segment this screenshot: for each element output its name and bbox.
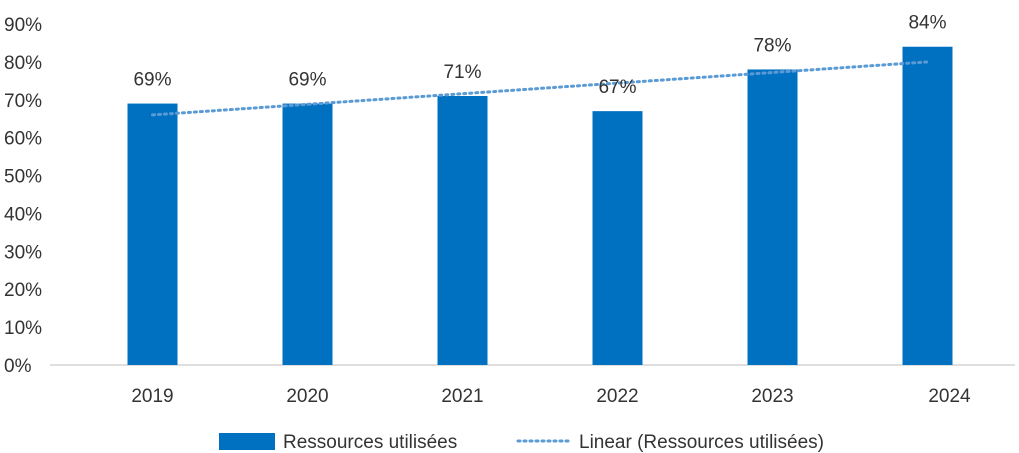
- x-tick-label: 2020: [286, 386, 328, 407]
- y-tick-label: 10%: [4, 318, 42, 339]
- y-tick-label: 0%: [4, 356, 32, 377]
- x-tick-label: 2023: [751, 386, 793, 407]
- data-label: 78%: [753, 35, 791, 56]
- y-tick-label: 40%: [4, 204, 42, 225]
- bar: [437, 95, 488, 365]
- x-tick-label: 2024: [928, 386, 971, 407]
- bar: [127, 103, 178, 366]
- legend: Ressources utilisées Linear (Ressources …: [219, 432, 824, 453]
- data-label: 71%: [443, 62, 481, 83]
- x-tick-label: 2021: [441, 386, 483, 407]
- y-axis-ticks: 0% 10% 20% 30% 40% 50% 60% 70% 80% 90%: [4, 15, 42, 377]
- bar: [282, 103, 333, 366]
- legend-label-trendline: Linear (Ressources utilisées): [579, 432, 824, 453]
- y-tick-label: 90%: [4, 15, 42, 36]
- y-tick-label: 50%: [4, 167, 42, 188]
- data-label: 69%: [288, 70, 326, 91]
- data-label: 69%: [133, 70, 171, 91]
- legend-label-bars: Ressources utilisées: [283, 432, 457, 453]
- data-label: 84%: [908, 13, 946, 34]
- bars: [127, 46, 953, 366]
- y-tick-label: 30%: [4, 242, 42, 263]
- x-tick-label: 2019: [131, 386, 173, 407]
- y-tick-label: 20%: [4, 280, 42, 301]
- y-tick-label: 70%: [4, 91, 42, 112]
- y-tick-label: 60%: [4, 129, 42, 150]
- x-tick-label: 2022: [596, 386, 638, 407]
- bar: [747, 69, 798, 365]
- x-axis-ticks: 2019 2020 2021 2022 2023 2024: [131, 386, 971, 407]
- data-label: 67%: [598, 77, 636, 98]
- y-tick-label: 80%: [4, 53, 42, 74]
- bar: [902, 46, 953, 365]
- data-labels: 69% 69% 71% 67% 78% 84%: [133, 13, 946, 98]
- trendline: [151, 60, 929, 117]
- bar: [592, 111, 643, 366]
- legend-swatch-bars: [219, 433, 275, 450]
